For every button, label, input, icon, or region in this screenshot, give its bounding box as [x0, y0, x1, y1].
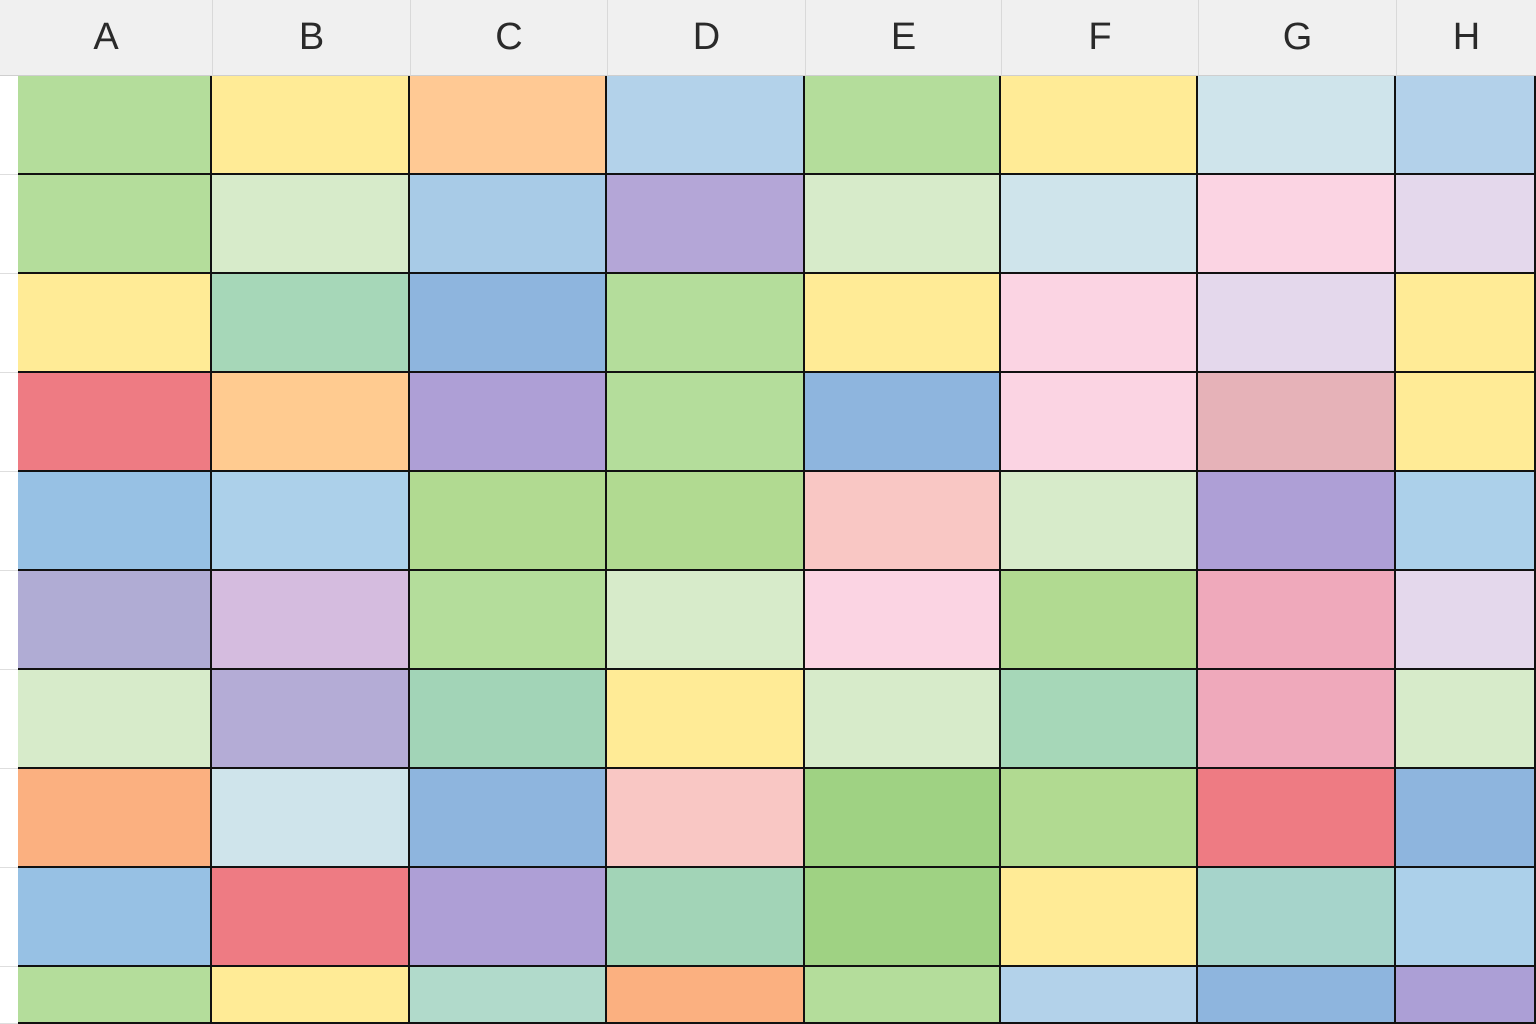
cell-b5[interactable] [212, 472, 410, 571]
cell-d3[interactable] [607, 274, 805, 373]
cell-a9[interactable] [18, 868, 212, 967]
cell-a1[interactable] [18, 76, 212, 175]
cell-f4[interactable] [1001, 373, 1198, 472]
cell-e1[interactable] [805, 76, 1001, 175]
cell-h4[interactable] [1396, 373, 1536, 472]
cell-e9[interactable] [805, 868, 1001, 967]
cell-e4[interactable] [805, 373, 1001, 472]
cell-b4[interactable] [212, 373, 410, 472]
cell-a4[interactable] [18, 373, 212, 472]
cell-g2[interactable] [1198, 175, 1396, 274]
cell-d1[interactable] [607, 76, 805, 175]
row-header-3[interactable] [0, 274, 18, 373]
row-header-5[interactable] [0, 472, 18, 571]
cell-f1[interactable] [1001, 76, 1198, 175]
cell-b7[interactable] [212, 670, 410, 769]
cell-h6[interactable] [1396, 571, 1536, 670]
column-header-a[interactable]: A [0, 0, 212, 76]
cell-g10[interactable] [1198, 967, 1396, 1024]
cell-e6[interactable] [805, 571, 1001, 670]
cell-h5[interactable] [1396, 472, 1536, 571]
column-header-e[interactable]: E [805, 0, 1001, 76]
cell-d9[interactable] [607, 868, 805, 967]
cell-f7[interactable] [1001, 670, 1198, 769]
row-header-10[interactable] [0, 967, 18, 1024]
cell-c4[interactable] [410, 373, 607, 472]
cell-h2[interactable] [1396, 175, 1536, 274]
row-header-6[interactable] [0, 571, 18, 670]
cell-f5[interactable] [1001, 472, 1198, 571]
column-header-g[interactable]: G [1198, 0, 1396, 76]
cell-g9[interactable] [1198, 868, 1396, 967]
cell-g7[interactable] [1198, 670, 1396, 769]
cell-d7[interactable] [607, 670, 805, 769]
cell-h9[interactable] [1396, 868, 1536, 967]
cell-b8[interactable] [212, 769, 410, 868]
cell-h7[interactable] [1396, 670, 1536, 769]
column-header-h[interactable]: H [1396, 0, 1536, 76]
cell-a8[interactable] [18, 769, 212, 868]
row-header-1[interactable] [0, 76, 18, 175]
cell-b6[interactable] [212, 571, 410, 670]
cell-b9[interactable] [212, 868, 410, 967]
cell-a7[interactable] [18, 670, 212, 769]
cell-e10[interactable] [805, 967, 1001, 1024]
cell-c7[interactable] [410, 670, 607, 769]
cell-c6[interactable] [410, 571, 607, 670]
cell-d10[interactable] [607, 967, 805, 1024]
cell-g5[interactable] [1198, 472, 1396, 571]
row-header-8[interactable] [0, 769, 18, 868]
row-header-9[interactable] [0, 868, 18, 967]
cell-e3[interactable] [805, 274, 1001, 373]
cell-d5[interactable] [607, 472, 805, 571]
cell-g4[interactable] [1198, 373, 1396, 472]
cell-e2[interactable] [805, 175, 1001, 274]
cell-a2[interactable] [18, 175, 212, 274]
cell-a6[interactable] [18, 571, 212, 670]
cell-g3[interactable] [1198, 274, 1396, 373]
cell-f2[interactable] [1001, 175, 1198, 274]
cell-b10[interactable] [212, 967, 410, 1024]
cell-d8[interactable] [607, 769, 805, 868]
cell-b1[interactable] [212, 76, 410, 175]
cell-g6[interactable] [1198, 571, 1396, 670]
cell-d2[interactable] [607, 175, 805, 274]
column-header-f[interactable]: F [1001, 0, 1198, 76]
cell-c5[interactable] [410, 472, 607, 571]
cell-c8[interactable] [410, 769, 607, 868]
cell-h3[interactable] [1396, 274, 1536, 373]
cell-b3[interactable] [212, 274, 410, 373]
cell-c10[interactable] [410, 967, 607, 1024]
cell-c1[interactable] [410, 76, 607, 175]
row-header-7[interactable] [0, 670, 18, 769]
cell-b2[interactable] [212, 175, 410, 274]
column-header-c[interactable]: C [410, 0, 607, 76]
cell-h10[interactable] [1396, 967, 1536, 1024]
cell-e7[interactable] [805, 670, 1001, 769]
cell-g1[interactable] [1198, 76, 1396, 175]
cell-f3[interactable] [1001, 274, 1198, 373]
cell-h8[interactable] [1396, 769, 1536, 868]
cell-f8[interactable] [1001, 769, 1198, 868]
cell-f6[interactable] [1001, 571, 1198, 670]
column-header-b[interactable]: B [212, 0, 410, 76]
cell-e8[interactable] [805, 769, 1001, 868]
cell-c3[interactable] [410, 274, 607, 373]
cell-c9[interactable] [410, 868, 607, 967]
cell-a5[interactable] [18, 472, 212, 571]
row-header-2[interactable] [0, 175, 18, 274]
cell-f9[interactable] [1001, 868, 1198, 967]
cell-d6[interactable] [607, 571, 805, 670]
cell-a10[interactable] [18, 967, 212, 1024]
cell-g8[interactable] [1198, 769, 1396, 868]
row-header-4[interactable] [0, 373, 18, 472]
cell-h1[interactable] [1396, 76, 1536, 175]
cell-f10[interactable] [1001, 967, 1198, 1024]
cell-c2[interactable] [410, 175, 607, 274]
column-header-d[interactable]: D [607, 0, 805, 76]
cell-e5[interactable] [805, 472, 1001, 571]
cell-d4[interactable] [607, 373, 805, 472]
cell-a3[interactable] [18, 274, 212, 373]
